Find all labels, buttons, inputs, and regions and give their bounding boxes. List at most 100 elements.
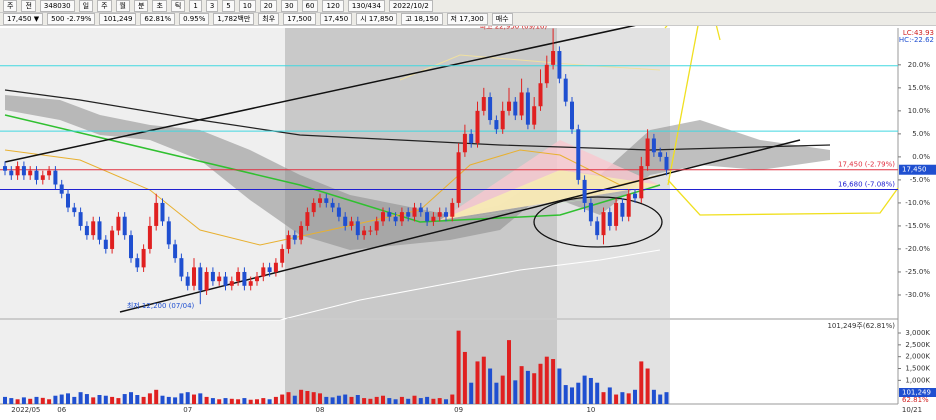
candle-body	[336, 207, 341, 217]
candle-body	[40, 175, 45, 180]
volume-bar	[141, 396, 146, 404]
toolbar-item[interactable]: 주	[97, 0, 112, 12]
candle-body	[53, 170, 58, 185]
candle-body	[3, 166, 7, 171]
toolbar-item[interactable]: 17,500	[283, 13, 316, 25]
volume-bar	[324, 396, 329, 404]
volume-bar	[34, 396, 39, 404]
toolbar-item[interactable]: 500 -2.79%	[47, 13, 96, 25]
toolbar-item[interactable]: 저 17,300	[446, 13, 488, 25]
volume-bar	[305, 390, 310, 404]
toolbar-item[interactable]: 최우	[258, 13, 280, 25]
candle-body	[431, 216, 436, 222]
candle-body	[488, 97, 493, 121]
volume-bar	[185, 392, 190, 404]
x-tick-label: 2022/05	[11, 406, 40, 414]
volume-box-label: 101,249	[902, 389, 931, 397]
candle-body	[72, 207, 77, 213]
toolbar-item[interactable]: 초	[152, 0, 167, 12]
y-tick-label: 1,000K	[905, 376, 930, 384]
candle-body	[280, 248, 285, 263]
candle-body	[444, 212, 448, 217]
candle-body	[179, 258, 184, 277]
volume-bar	[286, 392, 291, 404]
toolbar-item[interactable]: 30	[280, 0, 298, 12]
toolbar-item[interactable]: 17,450 ▼	[3, 13, 44, 25]
toolbar-item[interactable]: 0.95%	[179, 13, 210, 25]
volume-bar	[9, 398, 14, 404]
drawn-line	[667, 14, 701, 186]
volume-bar	[330, 397, 335, 404]
volume-bar	[425, 396, 430, 404]
toolbar-item[interactable]: 일	[78, 0, 94, 12]
toolbar-item[interactable]: 1	[189, 0, 202, 12]
toolbar-item[interactable]: 120	[322, 0, 344, 12]
candle-body	[355, 221, 360, 236]
candle-body	[229, 281, 234, 286]
volume-bar	[469, 382, 474, 404]
candle-body	[103, 239, 108, 249]
price-box-label: 17,450	[902, 166, 927, 174]
toolbar-item[interactable]: 10	[238, 0, 256, 12]
volume-bar	[538, 363, 543, 404]
toolbar-item[interactable]: 시 17,850	[356, 13, 398, 25]
candle-body	[217, 276, 222, 282]
candle-body	[84, 225, 89, 236]
volume-bar	[607, 387, 612, 404]
y-tick-label: 10.0%	[908, 107, 931, 115]
candle-body	[173, 244, 178, 259]
toolbar-item[interactable]: 348030	[39, 0, 75, 12]
candle-body	[318, 198, 322, 203]
volume-bar	[576, 382, 581, 404]
volume-bar	[204, 396, 209, 404]
volume-bar	[166, 396, 171, 404]
x-tick-label: 07	[183, 406, 192, 414]
candle-body	[28, 170, 33, 176]
toolbar-item[interactable]: 분	[134, 0, 149, 12]
volume-bar	[500, 375, 505, 404]
volume-bar	[91, 397, 96, 404]
candle-body	[381, 212, 385, 222]
toolbar-item[interactable]: 5	[222, 0, 235, 12]
candle-body	[141, 248, 146, 268]
candle-body	[248, 281, 253, 286]
volume-bar	[318, 393, 322, 404]
volume-bar	[614, 394, 619, 404]
volume-bar	[336, 395, 341, 404]
volume-bar	[122, 394, 127, 404]
toolbar-item[interactable]: 60	[301, 0, 319, 12]
candle-body	[387, 212, 392, 217]
x-tick-label: 10	[586, 406, 595, 414]
x-tick-label: 09	[454, 406, 463, 414]
toolbar-item[interactable]: 고 18,150	[401, 13, 443, 25]
toolbar-item[interactable]: 틱	[170, 0, 186, 12]
candle-body	[47, 170, 52, 176]
toolbar: 주 전 348030 일 주 월 분 초 틱 1 3 5 10 20 30 60 120 130/434 2022/…	[0, 0, 936, 13]
volume-bar	[248, 399, 253, 404]
toolbar-item[interactable]: 월	[115, 0, 130, 12]
toolbar-item[interactable]: 101,249	[99, 13, 137, 25]
candle-body	[242, 271, 247, 286]
candle-body	[582, 179, 587, 203]
toolbar-item[interactable]: 20	[259, 0, 277, 12]
toolbar-item[interactable]: 1,782백만	[213, 13, 255, 25]
candle-body	[166, 221, 171, 245]
candle-body	[374, 221, 379, 231]
candle-body	[551, 51, 556, 65]
toolbar-item[interactable]: 매수	[491, 13, 513, 25]
toolbar-item[interactable]: 2022/10/2	[388, 0, 433, 12]
toolbar-item[interactable]: 17,450	[319, 13, 353, 25]
volume-bar	[601, 392, 606, 404]
candle-body	[513, 101, 518, 116]
volume-bar	[147, 393, 152, 404]
volume-bar	[349, 396, 354, 404]
toolbar-item[interactable]: 3	[205, 0, 219, 12]
toolbar-item[interactable]: 62.81%	[140, 13, 176, 25]
volume-bar	[595, 382, 600, 404]
volume-bar	[444, 399, 448, 404]
toolbar-item[interactable]: 130/434	[347, 0, 385, 12]
toolbar-item[interactable]: 주	[3, 0, 18, 12]
toolbar-item[interactable]: 전	[21, 0, 36, 12]
candle-body	[286, 235, 291, 249]
